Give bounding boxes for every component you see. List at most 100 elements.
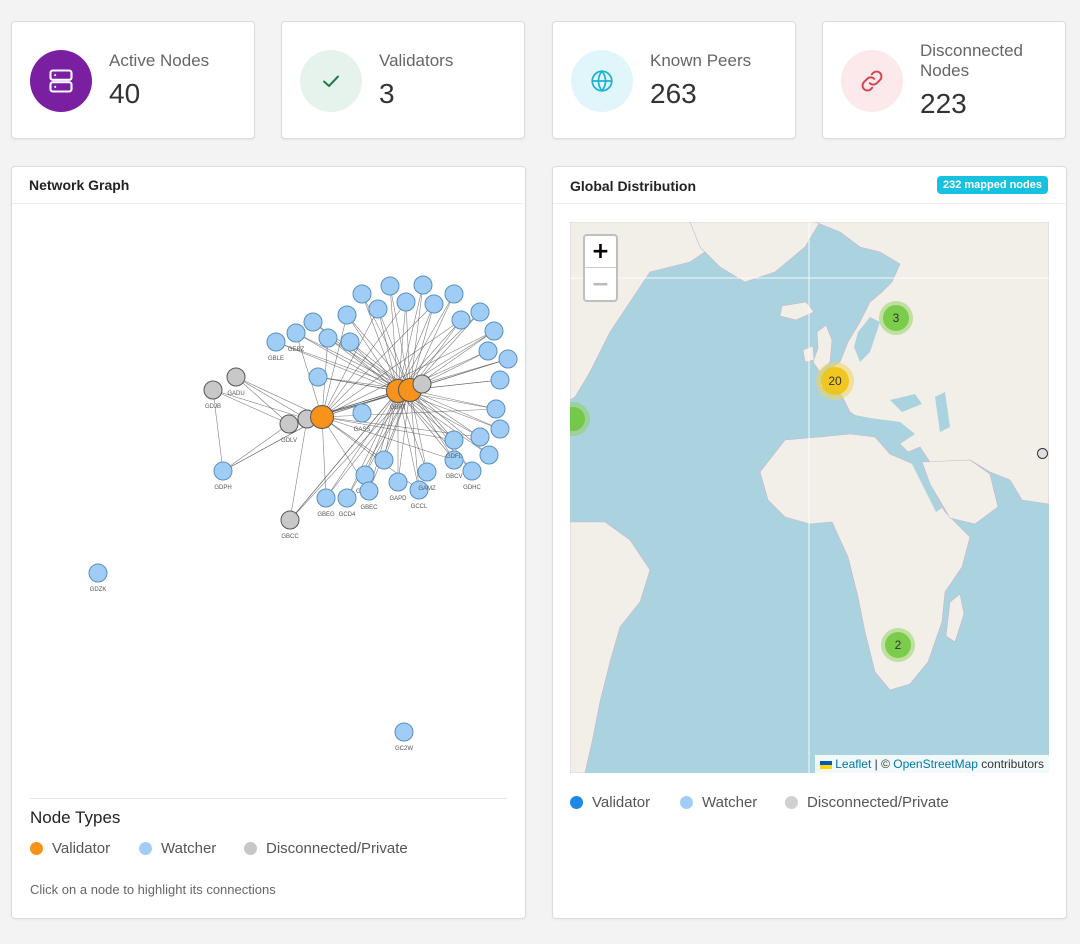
stat-label: Disconnected Nodes — [920, 41, 1024, 80]
graph-edge — [321, 314, 348, 418]
graph-node-watcher[interactable] — [479, 445, 499, 465]
graph-node-watcher[interactable] — [478, 341, 498, 361]
graph-node-watcher[interactable] — [490, 419, 510, 439]
network-graph-canvas[interactable]: GDJBGADUGDPHGBCCGDZKGC2WGDLVGBRTGASSGBDM… — [12, 204, 525, 794]
graph-node-watcher[interactable] — [318, 328, 338, 348]
graph-node-watcher[interactable]: GAMZ — [417, 462, 437, 492]
graph-node-disconnected[interactable]: GDLV — [279, 414, 299, 444]
graph-edge — [321, 416, 327, 499]
graph-node-watcher[interactable]: GAPD — [388, 472, 408, 502]
divider — [12, 203, 525, 204]
graph-edge — [397, 390, 490, 456]
node-circle — [286, 323, 306, 343]
graph-node-watcher[interactable] — [484, 321, 504, 341]
graph-node-watcher[interactable] — [490, 370, 510, 390]
graph-node-validator[interactable] — [310, 405, 334, 429]
divider — [553, 203, 1066, 204]
graph-node-watcher[interactable]: GASS — [352, 403, 372, 433]
osm-link[interactable]: OpenStreetMap — [893, 757, 978, 771]
node-circle — [337, 305, 357, 325]
graph-node-watcher[interactable] — [308, 367, 328, 387]
graph-edge — [235, 376, 308, 420]
legend-label: Watcher — [161, 840, 217, 857]
graph-node-watcher[interactable] — [486, 399, 506, 419]
graph-node-watcher[interactable]: GBEG — [316, 488, 336, 518]
graph-node-watcher[interactable]: GBCV — [444, 450, 464, 480]
map-cluster-marker[interactable]: 2 — [881, 628, 915, 662]
graph-edge — [321, 301, 407, 418]
node-circle — [352, 403, 372, 423]
graph-node-watcher[interactable]: GEBZ — [286, 323, 306, 353]
graph-node-watcher[interactable] — [352, 284, 372, 304]
graph-node-watcher[interactable]: GDFL — [444, 430, 464, 460]
node-circle — [318, 328, 338, 348]
graph-node-watcher[interactable] — [340, 332, 360, 352]
graph-node-watcher[interactable] — [424, 294, 444, 314]
node-label: GC2W — [395, 746, 413, 752]
graph-node-watcher[interactable] — [396, 292, 416, 312]
graph-node-disconnected[interactable]: GADU — [226, 367, 246, 397]
graph-node-watcher[interactable]: GCCL — [409, 480, 429, 510]
ukraine-flag-icon — [819, 760, 832, 769]
graph-edge — [397, 390, 455, 461]
map-node-marker[interactable] — [1037, 448, 1048, 459]
graph-node-watcher[interactable] — [444, 284, 464, 304]
graph-node-disconnected[interactable]: GBCC — [280, 510, 300, 540]
node-label: GCD4 — [339, 512, 356, 518]
graph-node-watcher[interactable] — [337, 305, 357, 325]
node-label: GDFL — [446, 454, 463, 460]
graph-edge — [409, 389, 501, 430]
graph-edge — [397, 303, 435, 392]
graph-node-watcher[interactable] — [368, 299, 388, 319]
node-label: GASS — [354, 427, 371, 433]
graph-node-watcher[interactable] — [451, 310, 471, 330]
leaflet-link[interactable]: Leaflet — [835, 757, 872, 771]
graph-node-watcher[interactable] — [374, 450, 394, 470]
graph-node-watcher[interactable] — [413, 275, 433, 295]
stat-label: Known Peers — [650, 51, 752, 70]
node-circle — [490, 419, 510, 439]
graph-node-watcher[interactable] — [470, 427, 490, 447]
graph-node-watcher[interactable] — [303, 312, 323, 332]
graph-node-watcher[interactable]: GBEC — [359, 481, 379, 511]
node-label: GEBZ — [288, 347, 305, 353]
graph-node-watcher[interactable]: GDPH — [213, 461, 233, 491]
graph-node-watcher[interactable]: GDZK — [88, 563, 108, 593]
graph-node-watcher[interactable]: GC2W — [394, 722, 414, 752]
node-circle — [444, 430, 464, 450]
map-cluster-marker[interactable] — [570, 402, 590, 436]
node-circle — [396, 292, 416, 312]
node-circle — [424, 294, 444, 314]
node-circle — [470, 302, 490, 322]
map-attribution: Leaflet | © OpenStreetMap contributors — [814, 755, 1049, 773]
node-label: GBCC — [281, 534, 299, 540]
validator-dot — [570, 796, 583, 809]
legend-label: Disconnected/Private — [807, 794, 949, 811]
mapped-nodes-badge: 232 mapped nodes — [936, 176, 1048, 194]
graph-node-disconnected[interactable] — [412, 374, 432, 394]
graph-node-watcher[interactable]: GCD4 — [337, 488, 357, 518]
graph-edge — [321, 416, 455, 461]
graph-node-watcher[interactable] — [380, 276, 400, 296]
map-cluster-marker[interactable]: 20 — [816, 362, 854, 400]
node-label: GCCL — [411, 504, 428, 510]
node-circle — [308, 367, 328, 387]
map-cluster-marker[interactable]: 3 — [879, 301, 913, 335]
legend-label: Validator — [592, 794, 651, 811]
graph-node-watcher[interactable]: GBLE — [266, 332, 286, 362]
node-circle — [444, 284, 464, 304]
graph-node-watcher[interactable] — [498, 349, 518, 369]
graph-node-watcher[interactable]: GDHC — [462, 461, 482, 491]
graph-edge — [409, 293, 455, 391]
node-label: GBRT — [390, 405, 407, 411]
graph-edge — [275, 341, 399, 392]
graph-node-disconnected[interactable]: GDJB — [203, 380, 223, 410]
graph-node-watcher[interactable] — [470, 302, 490, 322]
globe-icon — [591, 69, 613, 93]
node-circle — [279, 414, 299, 434]
world-map[interactable]: + − 3 20 2 Leaflet | © OpenStreetMap con… — [570, 222, 1049, 773]
zoom-in-button[interactable]: + — [585, 236, 616, 268]
graph-edge — [364, 390, 399, 476]
zoom-out-button[interactable]: − — [591, 271, 610, 297]
graph-edge — [409, 389, 455, 461]
